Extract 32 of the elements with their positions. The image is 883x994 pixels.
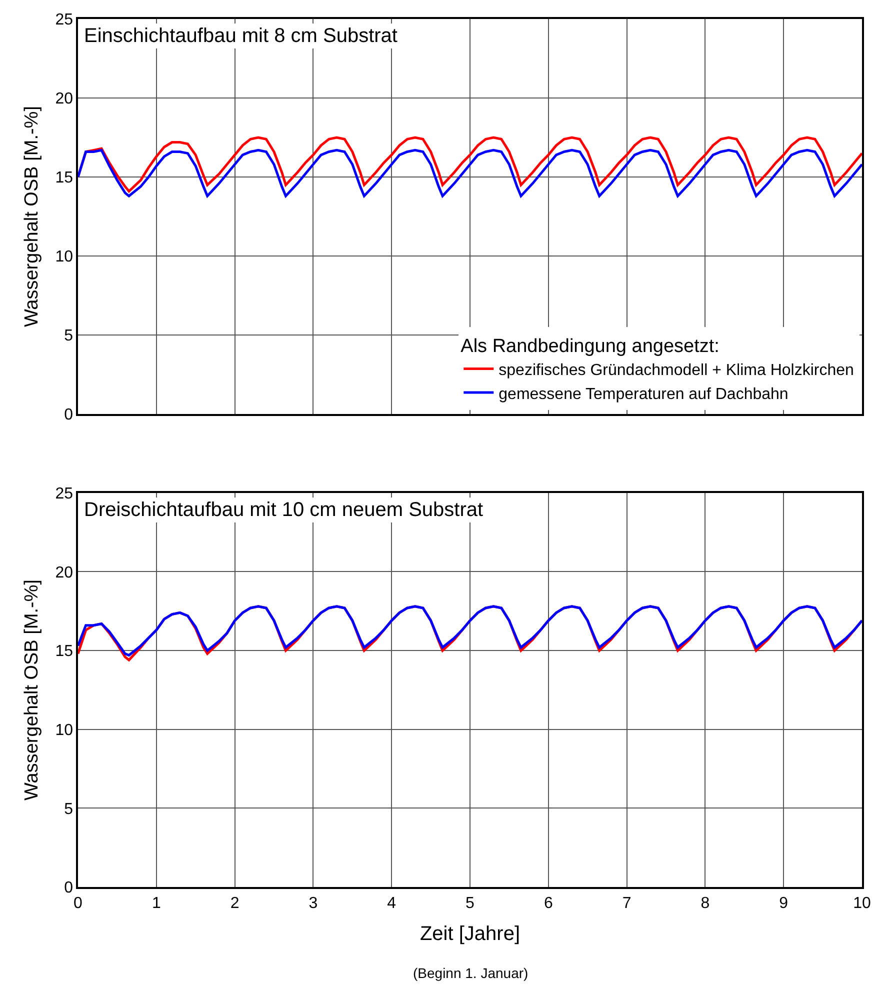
y-axis-title: Wassergehalt OSB [M.-%]	[22, 579, 43, 800]
legend-label: gemessene Temperaturen auf Dachbahn	[498, 386, 788, 403]
y-tick-label: 25	[55, 12, 74, 29]
y-tick-label: 10	[55, 248, 74, 266]
text: (Beginn 1. Januar)	[413, 965, 528, 981]
x-tick-label: 4	[387, 894, 396, 912]
x-tick-label: 8	[700, 894, 710, 912]
y-tick-label: 15	[55, 643, 74, 660]
chart-title: Dreischichtaufbau mit 10 cm neuem Substrat	[84, 499, 484, 521]
y-tick-label: 5	[64, 328, 74, 345]
y-tick-label: 5	[64, 800, 74, 818]
y-tick-label: 25	[55, 486, 74, 503]
x-tick-label: 7	[622, 894, 632, 912]
y-tick-label: 20	[55, 564, 74, 582]
legend-label: spezifisches Gründachmodell + Klima Holzkirchen	[498, 362, 854, 379]
chart-title: Einschichtaufbau mit 8 cm Substrat	[84, 25, 398, 47]
y-tick-label: 15	[55, 170, 74, 187]
x-tick-label: 9	[779, 894, 788, 912]
y-axis-title: Wassergehalt OSB [M.-%]	[22, 106, 43, 328]
x-tick-label: 3	[308, 894, 318, 912]
y-tick-label: 0	[64, 880, 74, 897]
x-tick-label: 10	[853, 894, 871, 912]
y-tick-label: 20	[55, 90, 74, 108]
y-tick-label: 0	[64, 406, 74, 424]
x-tick-label: 1	[152, 894, 161, 912]
line-series	[78, 148, 862, 198]
x-tick-label: 6	[544, 894, 553, 912]
x-axis-title: Zeit [Jahre]	[420, 922, 520, 945]
x-tick-label: 5	[466, 894, 475, 912]
x-tick-label: 2	[230, 894, 240, 912]
legend-title: Als Randbedingung angesetzt:	[460, 336, 720, 357]
y-tick-label: 10	[55, 722, 74, 739]
